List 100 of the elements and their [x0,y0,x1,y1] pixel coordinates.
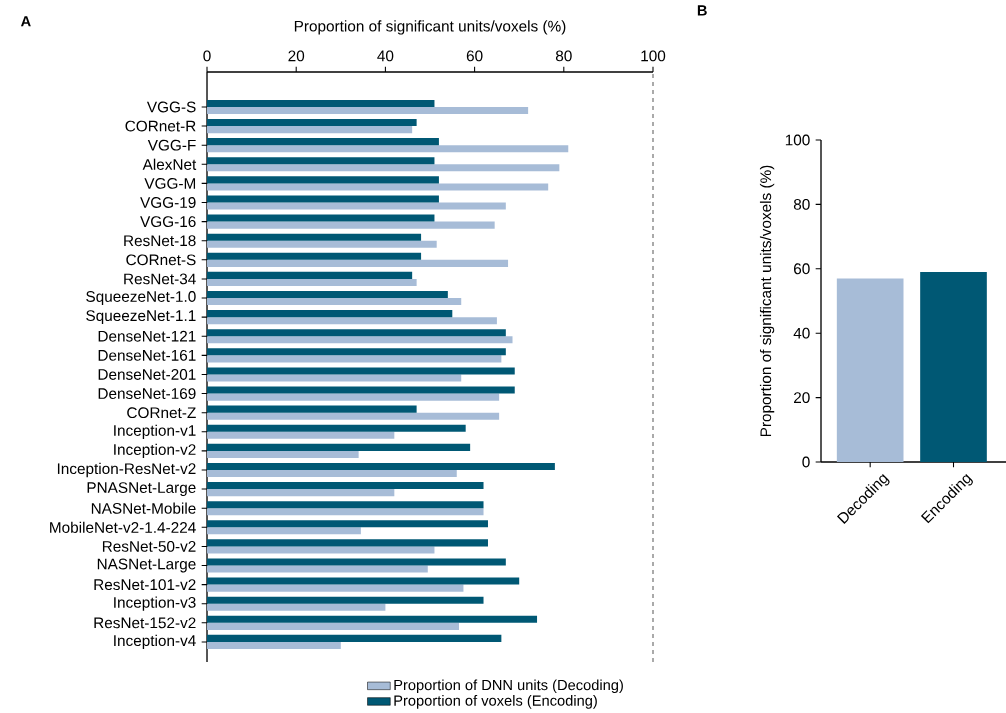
bar [207,298,462,306]
bar [207,386,515,394]
y-tick-label: 20 [794,392,810,404]
y-tick-label: VGG-F [147,139,196,151]
y-tick-label: Inception-v3 [114,596,196,611]
y-tick-label: VGG-S [146,101,196,113]
text: B [697,5,707,16]
bar [207,99,435,107]
y-tick-label: VGG-16 [140,216,196,228]
x-tick-label: 100 [641,50,666,62]
bar [207,176,439,184]
bar [207,539,488,547]
bar [207,603,386,611]
bar [207,577,520,585]
y-tick-label: VGG-19 [140,197,196,208]
y-tick-label: ResNet-18 [124,235,196,247]
y-tick-label: ResNet-152-v2 [94,617,196,629]
bar [207,164,560,172]
bar [207,489,395,497]
bar [207,119,417,127]
bar [207,374,462,382]
y-tick-label: DenseNet-201 [98,369,196,380]
bar [207,641,341,650]
y-tick-label: PNASNet-Large [87,482,196,497]
text: A [20,16,31,27]
bar [207,214,435,222]
y-tick-label: ResNet-34 [124,273,196,285]
bar [207,520,488,528]
bar [207,546,435,554]
bar [207,469,457,478]
bar [207,527,361,535]
bar [207,195,439,203]
bar [207,145,569,153]
x-tick-label: 20 [288,50,305,62]
y-tick-label: CORnet-S [126,254,196,266]
x-axis-title: Proportion of significant units/voxels (%) [294,20,566,35]
bar [207,393,500,401]
bar [207,290,448,299]
x-tick-label: 80 [555,50,572,62]
bar [207,317,497,325]
x-tick-label: 60 [466,50,483,62]
bar [207,596,484,604]
bar [207,634,502,642]
bar [207,278,417,286]
bar [207,412,500,420]
y-tick-label: Inception-ResNet-v2 [57,462,196,478]
y-tick-label: VGG-M [144,177,196,189]
bar [207,443,471,451]
y-tick-label: NASNet-Mobile [91,502,196,514]
bar [207,424,466,432]
bar [207,565,428,573]
bar [207,501,484,509]
bar [207,367,515,375]
bar [207,138,439,146]
bar [207,126,413,134]
y-tick-label: DenseNet-121 [98,330,196,342]
y-tick-label: ResNet-101-v2 [94,579,196,591]
y-tick-label: MobileNet-v2-1.4-224 [50,521,196,533]
y-tick-label: CORnet-Z [127,407,196,419]
y-tick-label: Inception-v4 [114,634,196,650]
y-tick-label: Inception-v2 [114,443,196,459]
y-tick-label: ResNet-50-v2 [102,540,196,552]
bar [207,106,529,115]
bar [207,405,417,413]
bar [207,558,506,566]
bar [207,622,459,630]
bar [207,271,413,279]
bar [207,183,549,191]
legend-label: Proportion of voxels (Encoding) [394,695,597,709]
bar [207,336,513,344]
bar [207,259,509,267]
y-tick-label: SqueezeNet-1.0 [86,291,196,305]
bar [207,355,502,363]
bar [207,462,555,470]
bar [207,202,506,210]
x-tick-label: 40 [377,50,394,62]
bar [207,310,453,318]
x-tick-label: 0 [203,50,211,62]
bar [207,431,395,439]
bar [207,584,464,592]
y-tick-label: DenseNet-169 [98,388,196,399]
bar [207,240,437,248]
y-tick-label: DenseNet-161 [98,349,196,361]
y-tick-label: 60 [794,263,810,275]
y-tick-label: 0 [802,456,810,468]
bar [207,221,495,229]
bar [207,329,506,337]
bar [207,252,422,260]
y-tick-label: 100 [785,134,810,146]
bar [207,157,435,165]
bar [207,233,422,241]
bar [207,508,484,516]
y-tick-label: SqueezeNet-1.1 [86,310,196,325]
y-tick-label: 80 [793,198,810,210]
bar [207,482,484,490]
bar [207,450,359,458]
y-tick-label: AlexNet [142,158,197,170]
bar [207,615,538,623]
y-tick-label: CORnet-R [125,120,196,132]
y-tick-label: NASNet-Large [97,558,196,573]
